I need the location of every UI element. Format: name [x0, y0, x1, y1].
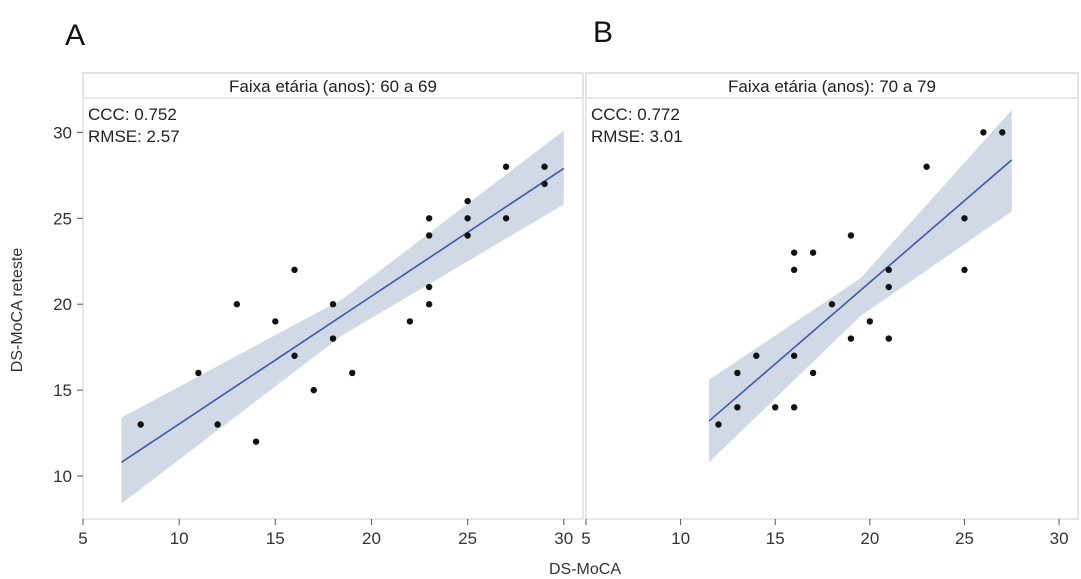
- data-point: [772, 404, 779, 411]
- data-point: [790, 249, 798, 256]
- data-point: [753, 352, 760, 359]
- strip-header: [585, 72, 1079, 99]
- x-tick-label: 5: [581, 529, 590, 548]
- y-tick-label: 10: [53, 467, 72, 486]
- data-point: [809, 369, 817, 377]
- y-tick-label: 20: [53, 295, 72, 314]
- data-point: [464, 232, 471, 239]
- data-point: [885, 283, 892, 291]
- data-point: [349, 369, 356, 377]
- data-point: [425, 301, 433, 308]
- x-tick-label: 20: [362, 529, 381, 548]
- data-point: [961, 266, 968, 274]
- x-tick-label: 30: [1050, 529, 1069, 548]
- panel-b: B Faixa etária (anos): 70 a 79 CCC: 0.772 R…: [581, 16, 1079, 548]
- data-point: [310, 386, 317, 394]
- x-tick-label: 5: [78, 529, 87, 548]
- data-point: [464, 215, 471, 222]
- y-tick-label: 25: [53, 209, 72, 228]
- data-point: [464, 197, 471, 205]
- data-point: [541, 180, 548, 188]
- x-tick-label: 20: [860, 529, 879, 548]
- data-point: [252, 438, 260, 445]
- x-tick-label: 25: [955, 529, 974, 548]
- data-point: [885, 335, 892, 342]
- plot-frame: [585, 97, 1079, 520]
- y-tick-label: 30: [53, 123, 72, 142]
- data-point: [272, 318, 279, 325]
- data-point: [809, 249, 817, 256]
- y-tick-label: 15: [53, 381, 72, 400]
- data-point: [425, 215, 433, 222]
- data-point: [961, 215, 968, 222]
- data-point: [329, 301, 337, 308]
- data-point: [980, 129, 987, 136]
- data-point: [502, 163, 510, 170]
- data-point: [885, 266, 892, 274]
- data-point: [847, 335, 855, 342]
- data-point: [137, 421, 144, 428]
- data-point: [233, 301, 241, 308]
- x-tick-label: 15: [266, 529, 285, 548]
- rmse-label: RMSE: 2.57: [88, 127, 180, 146]
- data-point: [195, 369, 202, 377]
- data-point: [502, 215, 510, 222]
- panel-letter: B: [593, 16, 613, 49]
- data-point: [715, 421, 722, 428]
- data-point: [406, 318, 414, 325]
- data-point: [425, 283, 433, 291]
- data-point: [923, 163, 930, 170]
- x-tick-label: 10: [170, 529, 189, 548]
- confidence-band: [709, 110, 1012, 463]
- panel-letter: A: [65, 19, 85, 52]
- data-point: [790, 352, 798, 359]
- plot-frame: [82, 97, 584, 520]
- data-point: [790, 404, 798, 411]
- ccc-label: CCC: 0.772: [591, 105, 680, 124]
- panel-a: A Faixa etária (anos): 60 a 69 CCC: 0.752 R…: [53, 19, 584, 548]
- strip-header: [82, 72, 584, 99]
- x-tick-label: 30: [554, 529, 573, 548]
- rmse-label: RMSE: 3.01: [591, 127, 683, 146]
- data-point: [329, 335, 337, 342]
- data-point: [541, 163, 548, 170]
- data-point: [866, 318, 874, 325]
- x-axis-title: DS-MoCA: [549, 561, 621, 578]
- data-point: [790, 266, 798, 274]
- data-point: [999, 129, 1006, 136]
- data-point: [828, 301, 836, 308]
- x-tick-label: 10: [671, 529, 690, 548]
- confidence-band: [121, 130, 564, 504]
- data-point: [214, 421, 221, 428]
- y-axis-title: DS-MoCA reteste: [9, 248, 26, 373]
- regression-line: [708, 159, 1013, 422]
- data-point: [847, 232, 855, 239]
- strip-title: Faixa etária (anos): 70 a 79: [728, 77, 936, 96]
- data-point: [291, 352, 298, 359]
- data-point: [291, 266, 298, 274]
- data-point: [425, 232, 433, 239]
- regression-line: [121, 167, 565, 463]
- x-tick-label: 15: [766, 529, 785, 548]
- data-point: [734, 404, 741, 411]
- data-point: [734, 369, 741, 377]
- strip-title: Faixa etária (anos): 60 a 69: [229, 77, 437, 96]
- ccc-label: CCC: 0.752: [88, 105, 177, 124]
- x-tick-label: 25: [458, 529, 477, 548]
